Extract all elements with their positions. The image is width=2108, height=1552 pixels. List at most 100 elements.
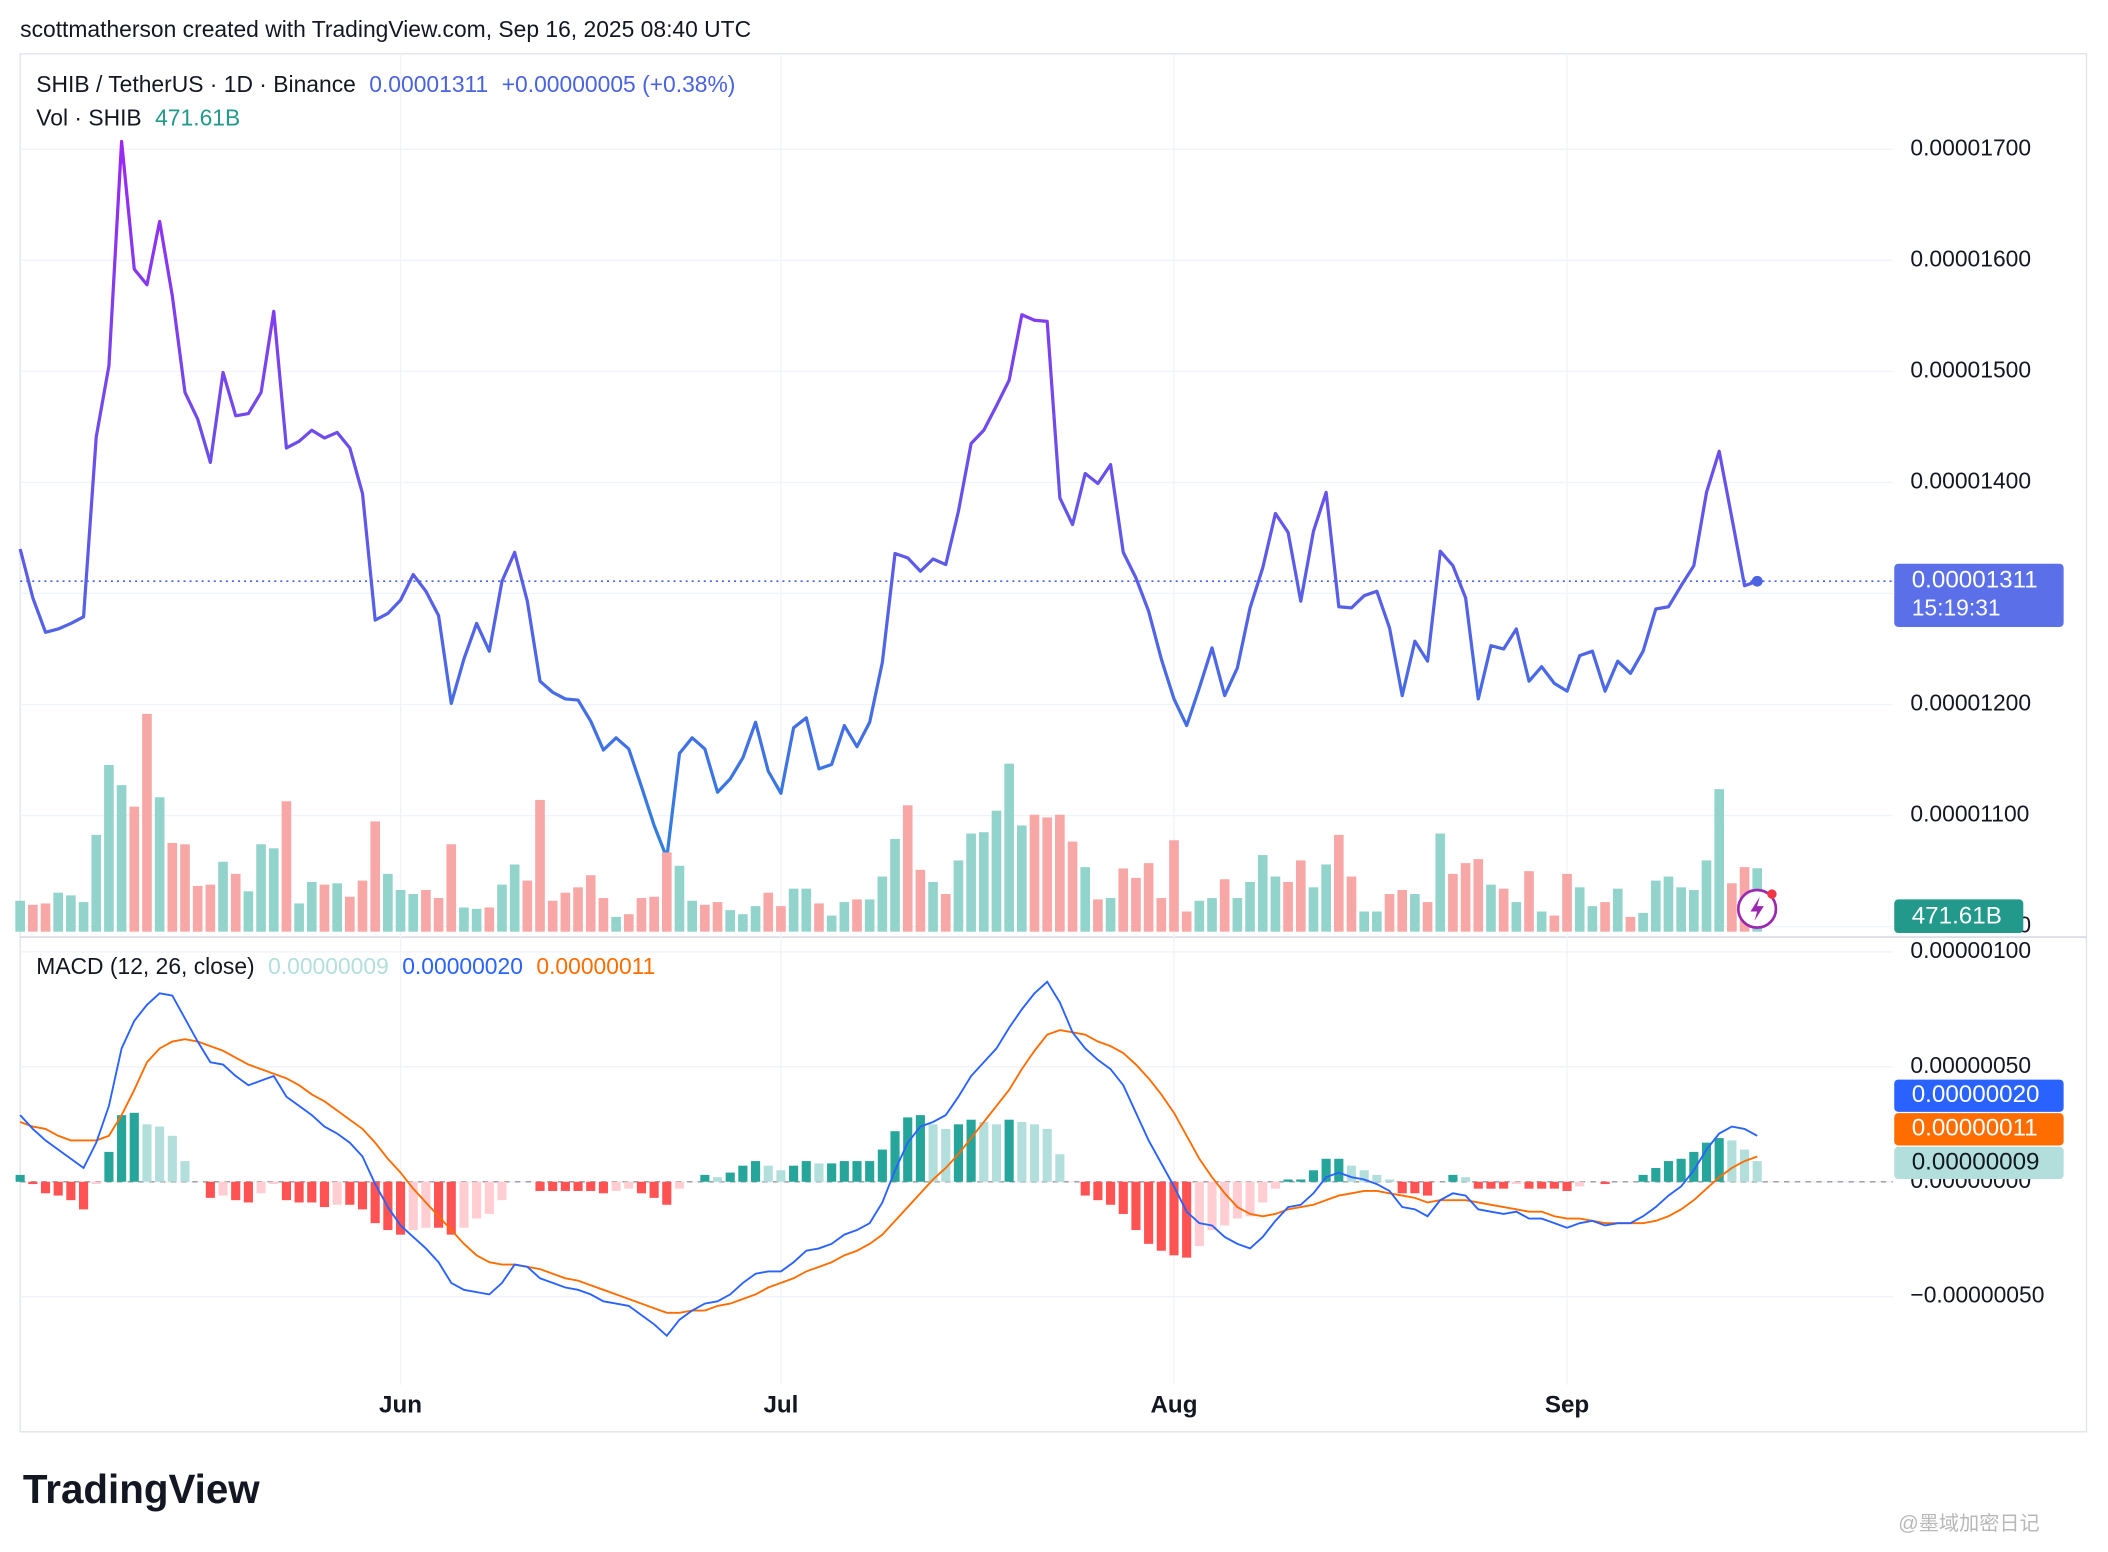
volume-bar [725,910,736,932]
histogram-bar [979,1122,989,1182]
watermark: @墨域加密日记 [1898,1512,2039,1535]
histogram-bar [484,1181,494,1214]
y-tick-label: −0.00000050 [1910,1282,2044,1308]
y-tick-label: 0.00000050 [1910,1052,2031,1078]
histogram-bar [598,1181,608,1194]
volume-bar [1143,863,1154,932]
histogram-bar [104,1151,114,1182]
histogram-bar [1714,1138,1724,1182]
histogram-bar [1106,1181,1116,1205]
volume-bar [560,892,571,932]
volume-bar [1701,860,1712,932]
histogram-bar [281,1181,291,1201]
volume-bar [66,895,76,932]
volume-bar [877,876,888,932]
histogram-bar [1321,1158,1331,1182]
histogram-bar [738,1165,748,1182]
volume-bar [471,908,482,932]
volume-bar [383,873,393,932]
volume-bar [1486,884,1496,932]
histogram-bar [1118,1181,1128,1214]
volume-bar [928,881,938,932]
legend-change: +0.00000005 (+0.38%) [502,71,736,97]
volume-bar [585,875,596,932]
volume-bar [167,842,178,932]
histogram-bar [712,1177,723,1182]
x-tick-label: Jul [763,1392,798,1419]
volume-bar [1308,887,1319,932]
volume-bar [814,903,824,932]
histogram-bar [1752,1161,1762,1182]
volume-bar [1270,876,1281,932]
histogram-bar [1384,1179,1395,1182]
legend-title: SHIB / TetherUS · 1D · Binance 0.00001311… [36,71,735,97]
histogram-bar [1093,1181,1103,1201]
volume-badge [1894,899,2024,934]
signal-badge [1894,1113,2064,1146]
macd-legend-hist: 0.00000009 [268,953,389,979]
histogram-bar [789,1165,799,1182]
histogram-bar [1169,1181,1179,1256]
y-tick-label: 0.00001600 [1910,245,2031,271]
volume-bar [535,799,545,932]
volume-bar [801,888,812,932]
histogram-bar [801,1161,811,1182]
histogram-bar [535,1181,545,1191]
price-badge-value: 0.00001311 [1912,567,2038,594]
volume-bar [1650,880,1661,932]
histogram-bar [1270,1181,1280,1189]
histogram-bar [1600,1181,1610,1185]
volume-bar [15,900,25,932]
volume-bar [1029,814,1040,932]
volume-bar [712,902,723,932]
volume-bar [1321,864,1331,932]
histogram-bar [15,1174,25,1182]
y-tick-label: 0.00000100 [1910,937,2031,963]
volume-bar [902,805,913,932]
histogram-bar [827,1163,837,1182]
histogram-bar [611,1181,621,1191]
histogram-bar [256,1181,266,1194]
volume-bar [1219,879,1230,932]
volume-bar [446,844,457,932]
histogram-bar [357,1181,368,1210]
histogram-bar [167,1135,177,1182]
histogram-bar [332,1181,342,1205]
volume-bar [852,899,862,932]
volume-title: Vol · SHIB [36,105,141,131]
volume-bar [319,884,330,932]
volume-bar [1714,789,1725,932]
histogram-bar [218,1181,228,1196]
y-tick-label: 0.00001500 [1910,356,2031,382]
histogram-bar [142,1124,152,1182]
volume-bar [433,898,444,932]
volume-bar [1004,763,1014,932]
histogram-bar [1575,1181,1585,1187]
volume-bar [1663,876,1674,932]
volume-bar [192,885,203,932]
histogram-bar [1017,1122,1027,1182]
histogram-bar [53,1181,63,1196]
histogram-badge [1894,1146,2064,1180]
histogram-bar [763,1165,773,1182]
volume-bar [788,888,799,932]
histogram-bar [180,1161,190,1182]
histogram-bar [915,1115,925,1182]
volume-bar [1410,894,1420,932]
volume-bar [116,785,127,932]
volume-bar [78,902,89,932]
histogram-bar [408,1181,418,1231]
volume-bar [661,852,672,932]
volume-bar [1524,871,1534,932]
histogram-bar [1258,1181,1268,1203]
volume-bar [1727,883,1737,932]
volume-bar [915,869,926,932]
volume-legend-value: 471.61B [155,105,240,131]
histogram-bar [1182,1181,1192,1258]
volume-bar [1118,868,1129,932]
macd-legend-signal: 0.00000011 [536,953,655,979]
histogram-bar [129,1112,139,1182]
histogram-bar [1511,1181,1521,1185]
histogram-bar [636,1181,647,1194]
